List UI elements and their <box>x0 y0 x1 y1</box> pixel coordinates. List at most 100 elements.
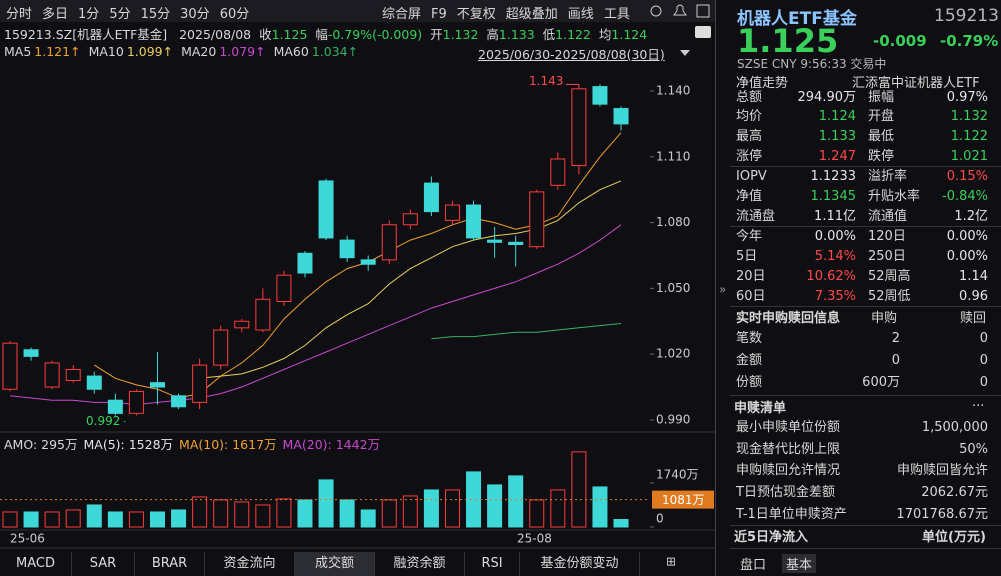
settings-icon[interactable] <box>650 5 662 17</box>
value: 7.35% <box>814 289 856 304</box>
label: IOPV <box>736 169 767 184</box>
tool[interactable]: 不复权 <box>456 7 496 22</box>
candle-body <box>44 362 60 388</box>
label: 幅 <box>315 27 328 42</box>
tool[interactable]: 超级叠加 <box>505 7 558 22</box>
volume-bar <box>613 519 629 528</box>
tab[interactable]: BRAR <box>135 552 205 576</box>
value: 1.021 <box>950 149 988 164</box>
status: SZSE CNY 9:56:33 交易中 <box>737 57 887 71</box>
more: ... <box>972 395 985 410</box>
period[interactable]: 多日 <box>42 7 69 22</box>
tab[interactable]: 资金流向 <box>205 552 295 576</box>
column-header: 赎回 <box>960 311 987 326</box>
value: 0.96 <box>959 289 988 304</box>
value: 0 <box>979 375 988 390</box>
label: T日预估现金差额 <box>736 485 835 501</box>
period[interactable]: 分时 <box>6 7 33 22</box>
volume-bar <box>508 475 524 528</box>
candle-body <box>360 259 376 265</box>
candle-body <box>234 320 250 329</box>
fund-name: 机器人ETF基金 <box>737 9 857 29</box>
date-range[interactable]: 2025/06/30-2025/08/08(30日) <box>478 47 665 62</box>
value: 1,500,000 <box>921 420 988 435</box>
candle-body <box>2 342 18 390</box>
volume-bar <box>65 509 81 528</box>
period[interactable]: 60分 <box>219 7 250 22</box>
tool[interactable]: F9 <box>431 7 447 22</box>
quote-row: 总额 294.90万 振幅 0.97% <box>730 88 998 108</box>
divider <box>730 166 1001 167</box>
amo: AMO: 295万 <box>4 437 78 452</box>
value: 0 <box>891 353 900 368</box>
candle-body <box>255 298 271 331</box>
collapse-arrow[interactable]: » <box>719 283 726 297</box>
tool[interactable]: 画线 <box>567 7 594 22</box>
value: 0 <box>979 353 988 368</box>
panel-tab[interactable]: 基本 <box>782 554 817 573</box>
label: 20日 <box>736 269 766 284</box>
candle-body <box>149 382 165 388</box>
label: 涨停 <box>736 149 763 164</box>
tool[interactable]: 工具 <box>603 7 630 22</box>
tab[interactable]: 融资余额 <box>375 552 465 576</box>
volume-ma: MA(20): 1442万 <box>282 437 381 452</box>
candle-body <box>318 180 334 239</box>
sub-row: 份额 600万 0 <box>730 373 998 393</box>
ma-name: MA20 <box>181 44 217 59</box>
volume-bar <box>487 484 503 528</box>
label: 流通值 <box>868 209 908 224</box>
period[interactable]: 30分 <box>180 7 210 22</box>
volume-bar <box>592 486 608 528</box>
candle-body <box>466 204 482 239</box>
value: 申购赎回皆允许 <box>896 463 988 479</box>
period[interactable]: 1分 <box>78 7 100 22</box>
tab[interactable]: RSI <box>465 552 520 576</box>
volume-bar <box>339 499 355 528</box>
tab[interactable]: SAR <box>72 552 135 576</box>
value: 50% <box>959 441 988 457</box>
ma-value: 1.079↑ <box>219 44 266 59</box>
tab[interactable]: 净值走势 <box>736 76 789 91</box>
quote-row: 涨停 1.247 跌停 1.021 <box>730 147 998 167</box>
label: 开 <box>430 27 443 42</box>
ma-name: MA10 <box>88 44 124 59</box>
candle-body <box>128 390 144 414</box>
toolbar-bg <box>0 0 716 22</box>
value: 2062.67元 <box>921 485 988 501</box>
period[interactable]: 15分 <box>140 7 171 22</box>
tab[interactable]: MACD <box>0 552 72 576</box>
period[interactable]: 5分 <box>109 7 131 22</box>
sub-row: 金额 0 0 <box>730 351 998 371</box>
wp-badge <box>695 26 711 38</box>
volume-ma: MA(10): 1617万 <box>179 437 277 452</box>
window-icon[interactable] <box>696 4 710 18</box>
quote-row: IOPV 1.1233 溢折率 0.15% <box>730 167 998 187</box>
tab[interactable]: 成交额 <box>295 552 375 576</box>
volume-bar <box>402 495 418 528</box>
list-row: T日预估现金差额 2062.67元 <box>730 483 998 503</box>
candle-body <box>192 364 208 403</box>
candle-body <box>381 224 397 261</box>
section-title: 申赎清单 <box>734 401 787 416</box>
tab[interactable]: 基金份额变动 <box>520 552 640 576</box>
quote-row: 60日 7.35% 52周低 0.96 <box>730 287 998 307</box>
section-title: 实时申购赎回信息 <box>736 311 841 326</box>
volume-bar <box>234 501 250 528</box>
ma-line <box>94 132 622 399</box>
tab-row: 净值走势 汇添富中证机器人ETF <box>730 72 1001 91</box>
tool[interactable]: 综合屏 <box>382 7 422 22</box>
label: 低 <box>542 27 556 42</box>
label: 最高 <box>736 129 763 144</box>
value: 1.133 <box>498 27 535 42</box>
candle-body <box>613 108 629 125</box>
ma-value: 1.099↑ <box>126 44 174 59</box>
add-tab[interactable]: ⊞ <box>666 555 676 569</box>
dropdown-icon[interactable] <box>680 50 690 56</box>
label: 最低 <box>868 129 895 144</box>
divider <box>730 306 1001 307</box>
panel-tab[interactable]: 盘口 <box>740 558 767 573</box>
bell-icon[interactable] <box>673 4 687 16</box>
volume-bar <box>423 489 439 528</box>
